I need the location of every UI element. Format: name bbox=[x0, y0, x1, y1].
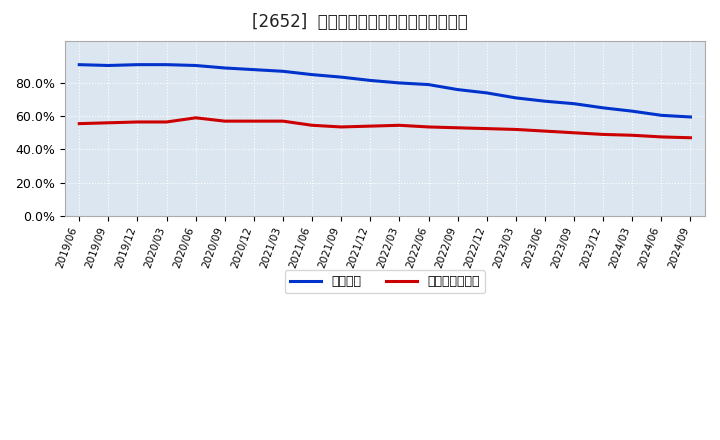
固定比率 bbox=[279, 69, 287, 74]
固定比率 bbox=[104, 63, 113, 68]
固定長期適合率 bbox=[599, 132, 608, 137]
固定長期適合率 bbox=[570, 130, 578, 136]
固定長期適合率 bbox=[628, 132, 636, 138]
固定比率 bbox=[686, 114, 695, 120]
固定比率 bbox=[75, 62, 84, 67]
Line: 固定比率: 固定比率 bbox=[79, 65, 690, 117]
固定長期適合率 bbox=[366, 124, 374, 129]
固定長期適合率 bbox=[133, 119, 142, 125]
固定長期適合率 bbox=[482, 126, 491, 131]
固定長期適合率 bbox=[104, 120, 113, 125]
固定長期適合率 bbox=[279, 118, 287, 124]
固定比率 bbox=[482, 90, 491, 95]
固定比率 bbox=[307, 72, 316, 77]
固定比率 bbox=[628, 109, 636, 114]
固定長期適合率 bbox=[162, 119, 171, 125]
固定長期適合率 bbox=[541, 128, 549, 134]
固定長期適合率 bbox=[307, 123, 316, 128]
固定長期適合率 bbox=[75, 121, 84, 126]
固定比率 bbox=[133, 62, 142, 67]
固定比率 bbox=[657, 113, 666, 118]
固定長期適合率 bbox=[192, 115, 200, 121]
固定長期適合率 bbox=[424, 125, 433, 130]
固定長期適合率 bbox=[337, 125, 346, 130]
固定長期適合率 bbox=[250, 118, 258, 124]
固定比率 bbox=[337, 74, 346, 80]
固定比率 bbox=[424, 82, 433, 87]
固定比率 bbox=[192, 63, 200, 68]
固定長期適合率 bbox=[220, 118, 229, 124]
固定長期適合率 bbox=[657, 134, 666, 139]
固定比率 bbox=[570, 101, 578, 106]
固定長期適合率 bbox=[454, 125, 462, 130]
固定長期適合率 bbox=[511, 127, 520, 132]
固定比率 bbox=[366, 78, 374, 83]
固定比率 bbox=[599, 105, 608, 110]
固定比率 bbox=[162, 62, 171, 67]
固定比率 bbox=[511, 95, 520, 100]
固定長期適合率 bbox=[686, 135, 695, 140]
固定比率 bbox=[220, 65, 229, 70]
Line: 固定長期適合率: 固定長期適合率 bbox=[79, 118, 690, 138]
固定比率 bbox=[541, 99, 549, 104]
固定比率 bbox=[454, 87, 462, 92]
Legend: 固定比率, 固定長期適合率: 固定比率, 固定長期適合率 bbox=[285, 270, 485, 293]
固定長期適合率 bbox=[395, 123, 404, 128]
固定比率 bbox=[250, 67, 258, 72]
Text: [2652]  固定比率、固定長期適合率の推移: [2652] 固定比率、固定長期適合率の推移 bbox=[252, 13, 468, 31]
固定比率 bbox=[395, 80, 404, 85]
